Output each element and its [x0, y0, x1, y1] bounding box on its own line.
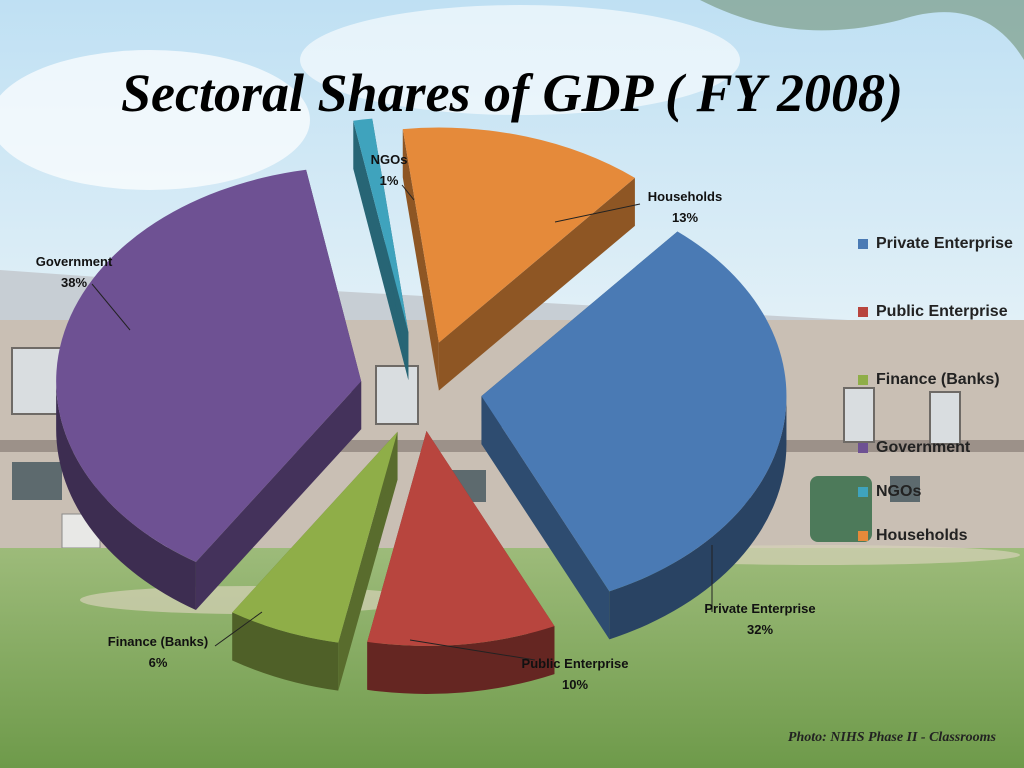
data-label-value: 1% — [380, 173, 399, 188]
legend-swatch — [858, 487, 868, 497]
legend-swatch — [858, 375, 868, 385]
pie-slice-public-enterprise — [367, 430, 555, 694]
legend-label: Private Enterprise — [876, 235, 1013, 252]
slice-top — [353, 118, 409, 333]
slice-rim — [367, 626, 555, 694]
slice-top — [232, 431, 398, 643]
slice-wall — [438, 177, 635, 391]
legend-label: Households — [876, 527, 968, 544]
data-label-value: 10% — [562, 677, 588, 692]
slice-rim — [232, 612, 339, 691]
pie-slice-government — [56, 169, 362, 610]
leader-line — [554, 203, 641, 223]
legend-label: Public Enterprise — [876, 303, 1008, 320]
slice-wall — [402, 129, 439, 391]
pie-slice-private-enterprise — [481, 231, 787, 640]
data-label-name: Private Enterprise — [704, 601, 815, 616]
legend-item: Public Enterprise — [858, 300, 1018, 348]
slice-rim — [56, 381, 196, 610]
legend-item: Households — [858, 524, 1018, 548]
slice-wall — [338, 431, 398, 691]
leader-lines — [91, 184, 713, 661]
chart-legend: Private Enterprise Public Enterprise Finan… — [858, 232, 1018, 548]
pie-slices — [56, 118, 787, 694]
data-label-value: 32% — [747, 622, 773, 637]
legend-swatch — [858, 307, 868, 317]
legend-swatch — [858, 239, 868, 249]
slice-top — [402, 127, 635, 343]
pie-slice-households — [402, 127, 635, 391]
data-labels: Private Enterprise 32% Public Enterprise 10… — [36, 152, 816, 692]
data-label-name: Households — [648, 189, 722, 204]
legend-label: NGOs — [876, 483, 922, 500]
data-label-value: 6% — [149, 655, 168, 670]
legend-item: NGOs — [858, 480, 1018, 504]
legend-swatch — [858, 443, 868, 453]
data-label-name: Government — [36, 254, 113, 269]
data-label-value: 38% — [61, 275, 87, 290]
legend-label: Finance (Banks) — [876, 371, 1000, 388]
legend-label: Government — [876, 439, 971, 456]
data-label-name: NGOs — [371, 152, 408, 167]
legend-item: Finance (Banks) — [858, 368, 1018, 416]
leader-line — [91, 283, 131, 331]
leader-line — [214, 611, 263, 647]
data-label-value: 13% — [672, 210, 698, 225]
slice-wall — [353, 120, 409, 381]
slice-wall — [481, 396, 610, 640]
slice-top — [481, 231, 787, 592]
photo-caption: Photo: NIHS Phase II - Classrooms — [787, 730, 996, 745]
page-title: Sectoral Shares of GDP ( FY 2008) — [121, 63, 903, 123]
slice-rim — [609, 396, 787, 640]
leader-line — [401, 184, 415, 201]
data-label-name: Public Enterprise — [522, 656, 629, 671]
slice-wall — [195, 381, 362, 610]
legend-item: Private Enterprise — [858, 232, 1018, 280]
leader-line — [409, 639, 536, 661]
pie-slice-finance-banks — [232, 431, 398, 691]
legend-item: Government — [858, 436, 1018, 460]
legend-swatch — [858, 531, 868, 541]
slice-top — [367, 430, 555, 646]
slice-top — [56, 169, 362, 562]
data-label-name: Finance (Banks) — [108, 634, 208, 649]
pie-slice-ngos — [353, 118, 409, 381]
